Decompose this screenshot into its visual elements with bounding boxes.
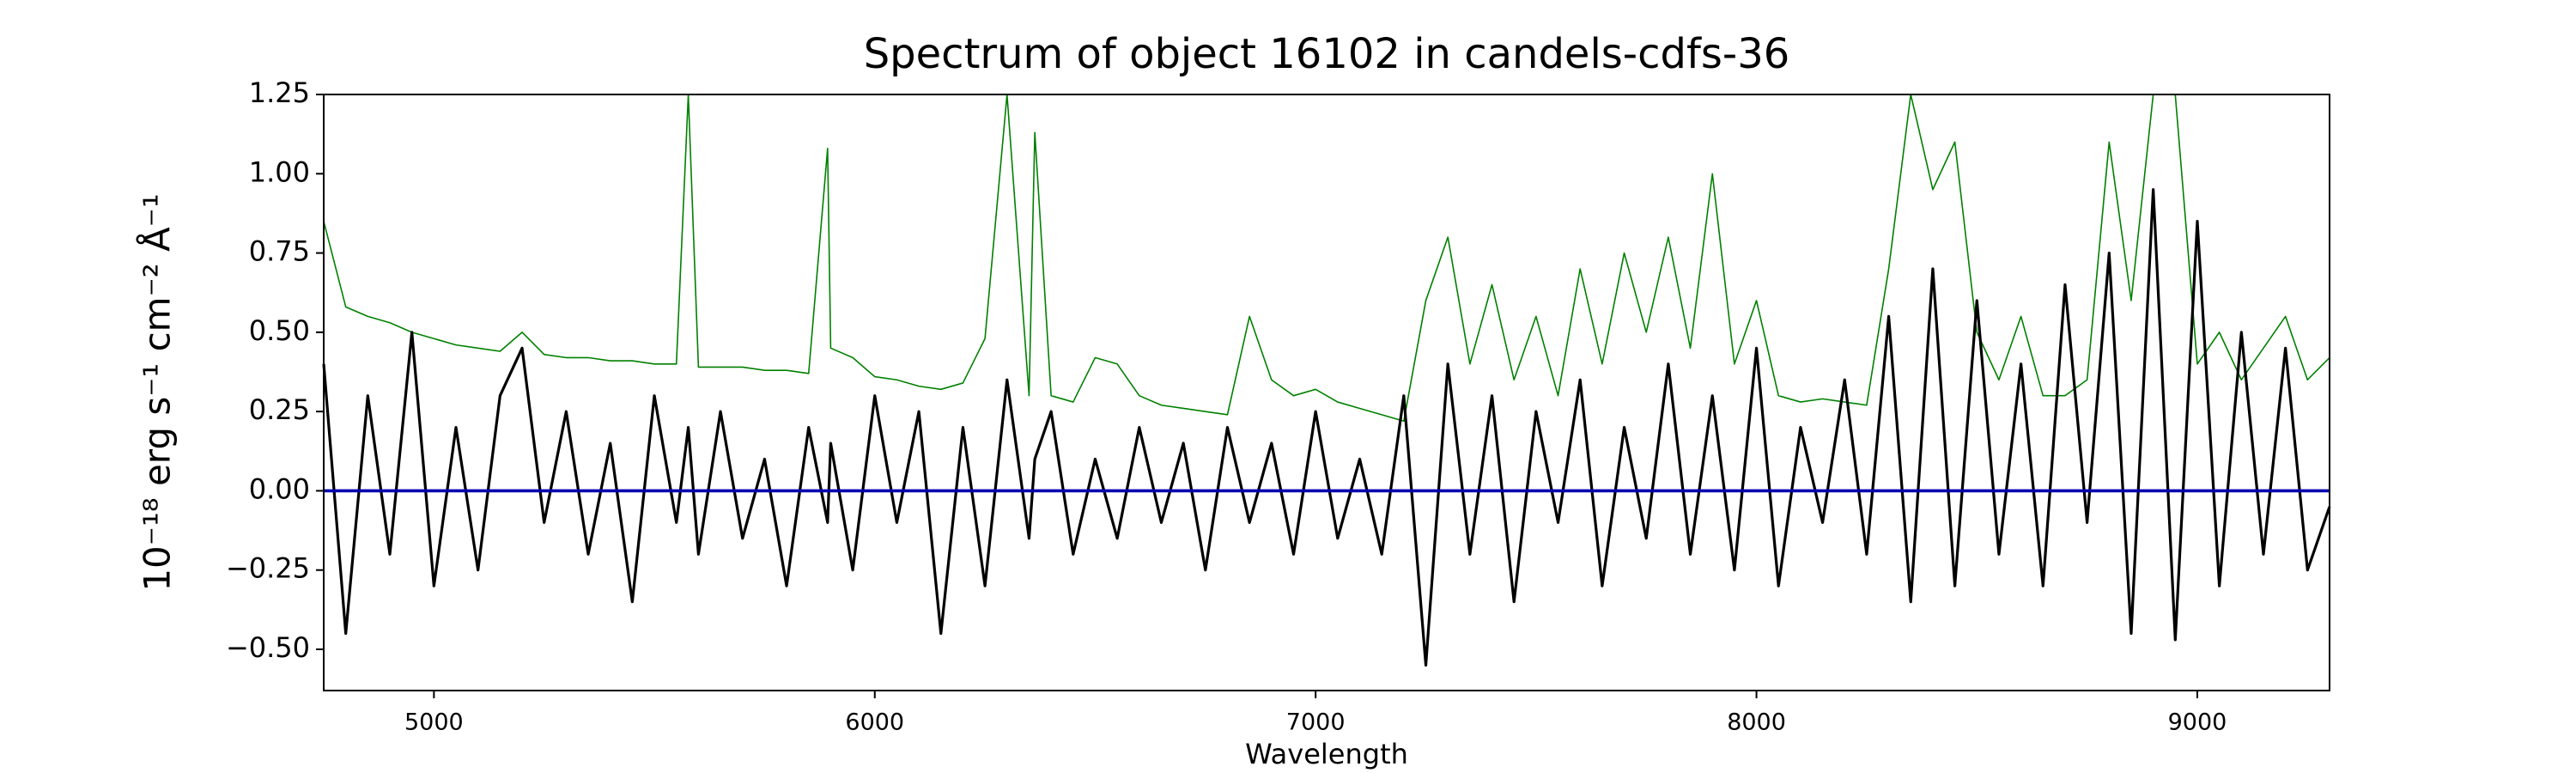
y-tick-label: 0.25: [249, 393, 310, 426]
x-tick-label: 7000: [1286, 709, 1346, 736]
y-tick-label: 1.00: [249, 155, 310, 188]
y-tick-label: 0.50: [249, 314, 310, 347]
chart-title: Spectrum of object 16102 in candels-cdfs…: [864, 30, 1790, 78]
spectrum-line: [322, 188, 2331, 667]
x-axis-label: Wavelength: [1245, 738, 1408, 770]
spectrum-line: [323, 94, 2330, 423]
x-tick-label: 9000: [2168, 709, 2227, 736]
y-tick-label: 0.00: [249, 472, 310, 505]
plot-frame: [323, 94, 2330, 691]
y-tick-label: 1.25: [249, 76, 310, 109]
x-tick-label: 8000: [1727, 709, 1786, 736]
x-tick-label: 6000: [845, 709, 904, 736]
y-tick-label: −0.25: [226, 552, 310, 585]
y-tick-label: −0.50: [226, 631, 310, 664]
y-tick-label: 0.75: [249, 235, 310, 268]
x-tick-label: 5000: [404, 709, 464, 736]
y-axis-label: 10⁻¹⁸ erg s⁻¹ cm⁻² Å⁻¹: [136, 193, 179, 591]
